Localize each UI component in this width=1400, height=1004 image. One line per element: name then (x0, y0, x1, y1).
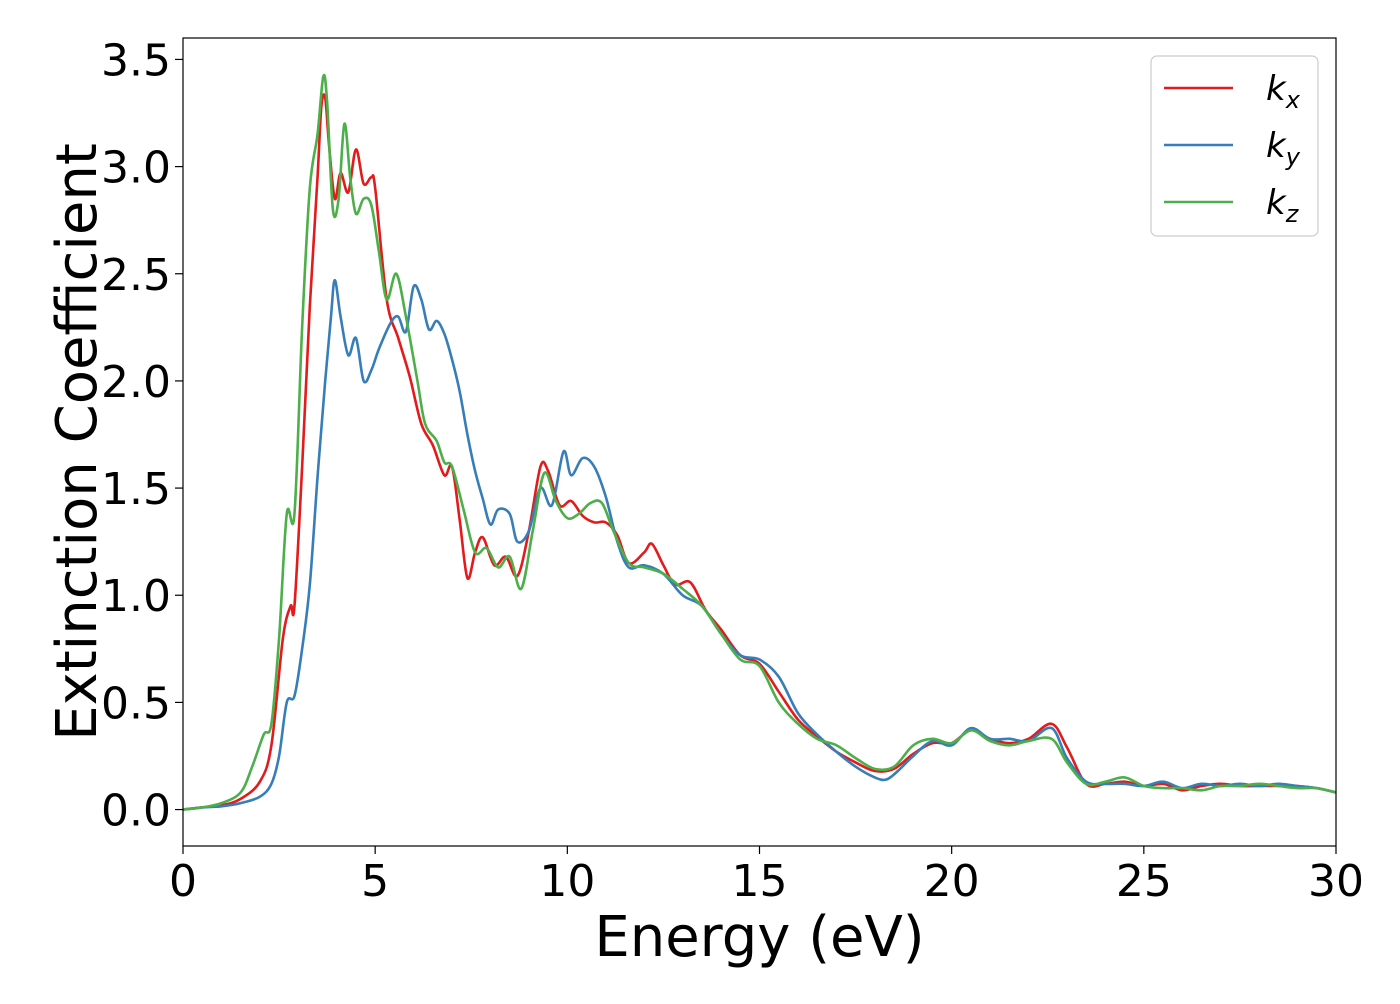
legend-box (1150, 55, 1319, 237)
x-tick-label: 25 (1116, 856, 1172, 907)
x-tick-label: 10 (539, 856, 595, 907)
series-line-z (183, 73, 1336, 811)
y-tick-label: 2.5 (101, 250, 171, 301)
x-tick-label: 15 (732, 856, 788, 907)
y-tick-label: 1.0 (101, 571, 171, 622)
y-tick-label: 1.5 (101, 464, 171, 515)
x-axis-title: Energy (eV) (594, 905, 924, 970)
legend-item-x: kx (1164, 69, 1301, 114)
x-axis: 0 5 10 15 20 25 30 (169, 846, 1364, 907)
y-tick-label: 2.0 (101, 357, 171, 408)
x-tick-label: 30 (1308, 856, 1364, 907)
y-tick-label: 0.5 (101, 678, 171, 729)
x-tick-label: 0 (169, 856, 197, 907)
y-tick-label: 3.0 (101, 143, 171, 194)
y-axis: 0.0 0.5 1.0 1.5 2.0 2.5 3.0 3.5 (101, 35, 183, 837)
series-line-x (183, 93, 1336, 811)
y-tick-label: 0.0 (101, 786, 171, 837)
series-layer (183, 73, 1336, 811)
x-tick-label: 5 (361, 856, 389, 907)
y-tick-label: 3.5 (101, 35, 171, 86)
series-line-y (183, 278, 1336, 811)
y-axis-title: Extinction Coefficient (45, 143, 110, 741)
x-tick-label: 20 (924, 856, 980, 907)
